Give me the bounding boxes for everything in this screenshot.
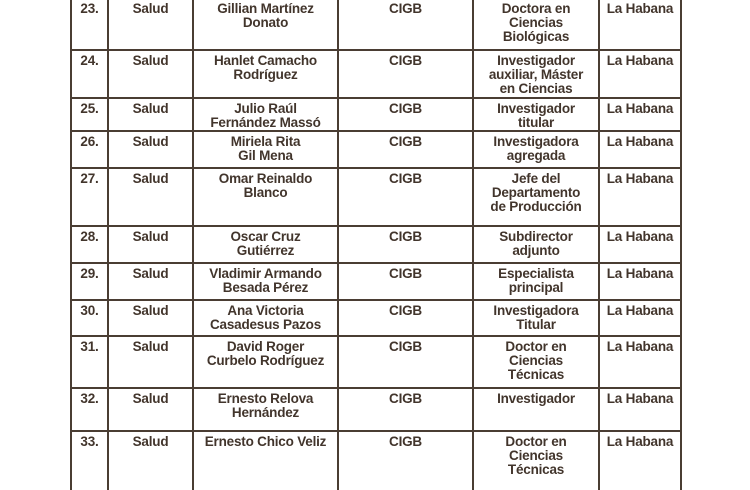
table-row: 25. Salud Julio Raúl Fernández Massó CIG…: [70, 97, 682, 132]
cell-sector: Salud: [107, 49, 194, 99]
table-row: 31. Salud David Roger Curbelo Rodríguez …: [70, 335, 682, 389]
table-row: 29. Salud Vladimir Armando Besada Pérez …: [70, 262, 682, 301]
cell-location: La Habana: [598, 430, 682, 490]
cell-institution: CIGB: [337, 130, 474, 169]
cell-position: Subdirector adjunto: [472, 225, 600, 264]
cell-location: La Habana: [598, 0, 682, 51]
cell-location: La Habana: [598, 335, 682, 389]
cell-sector: Salud: [107, 335, 194, 389]
cell-institution: CIGB: [337, 262, 474, 301]
cell-number: 31.: [70, 335, 109, 389]
cell-position: Investigador: [472, 387, 600, 432]
cell-name: David Roger Curbelo Rodríguez: [192, 335, 339, 389]
table-row: 28. Salud Oscar Cruz Gutiérrez CIGB Subd…: [70, 225, 682, 264]
cell-sector: Salud: [107, 387, 194, 432]
cell-number: 25.: [70, 97, 109, 132]
cell-number: 28.: [70, 225, 109, 264]
cell-institution: CIGB: [337, 0, 474, 51]
cell-number: 30.: [70, 299, 109, 337]
cell-institution: CIGB: [337, 167, 474, 227]
cell-institution: CIGB: [337, 299, 474, 337]
cell-sector: Salud: [107, 130, 194, 169]
cell-name: Miriela Rita Gil Mena: [192, 130, 339, 169]
table-row: 32. Salud Ernesto Relova Hernández CIGB …: [70, 387, 682, 432]
cell-position: Especialista principal: [472, 262, 600, 301]
cell-location: La Habana: [598, 387, 682, 432]
cell-number: 27.: [70, 167, 109, 227]
cell-location: La Habana: [598, 262, 682, 301]
cell-position: Investigador auxiliar, Máster en Ciencia…: [472, 49, 600, 99]
cell-location: La Habana: [598, 225, 682, 264]
cell-name: Vladimir Armando Besada Pérez: [192, 262, 339, 301]
cell-location: La Habana: [598, 299, 682, 337]
cell-number: 33.: [70, 430, 109, 490]
cell-institution: CIGB: [337, 225, 474, 264]
cell-number: 26.: [70, 130, 109, 169]
cell-institution: CIGB: [337, 387, 474, 432]
cell-position: Jefe del Departamento de Producción: [472, 167, 600, 227]
cell-sector: Salud: [107, 430, 194, 490]
cell-position: Investigadora Titular: [472, 299, 600, 337]
cell-position: Investigador titular: [472, 97, 600, 132]
cell-location: La Habana: [598, 167, 682, 227]
cell-number: 23.: [70, 0, 109, 51]
table-row: 27. Salud Omar Reinaldo Blanco CIGB Jefe…: [70, 167, 682, 227]
cell-location: La Habana: [598, 49, 682, 99]
cell-institution: CIGB: [337, 335, 474, 389]
cell-sector: Salud: [107, 0, 194, 51]
cell-position: Investigadora agregada: [472, 130, 600, 169]
cell-sector: Salud: [107, 225, 194, 264]
cell-name: Julio Raúl Fernández Massó: [192, 97, 339, 132]
cell-sector: Salud: [107, 262, 194, 301]
cell-institution: CIGB: [337, 49, 474, 99]
table-row: 23. Salud Gillian Martínez Donato CIGB D…: [70, 0, 682, 51]
cell-sector: Salud: [107, 167, 194, 227]
table-row: 26. Salud Miriela Rita Gil Mena CIGB Inv…: [70, 130, 682, 169]
cell-number: 24.: [70, 49, 109, 99]
cell-location: La Habana: [598, 97, 682, 132]
cell-name: Ernesto Relova Hernández: [192, 387, 339, 432]
cell-position: Doctor en Ciencias Técnicas: [472, 430, 600, 490]
cell-position: Doctora en Ciencias Biológicas: [472, 0, 600, 51]
table-row: 24. Salud Hanlet Camacho Rodríguez CIGB …: [70, 49, 682, 99]
table-row: 30. Salud Ana Victoria Casadesus Pazos C…: [70, 299, 682, 337]
cell-sector: Salud: [107, 299, 194, 337]
people-table: 23. Salud Gillian Martínez Donato CIGB D…: [70, 0, 682, 490]
table-row: 33. Salud Ernesto Chico Veliz CIGB Docto…: [70, 430, 682, 490]
cell-institution: CIGB: [337, 430, 474, 490]
cell-name: Omar Reinaldo Blanco: [192, 167, 339, 227]
cell-name: Hanlet Camacho Rodríguez: [192, 49, 339, 99]
cell-institution: CIGB: [337, 97, 474, 132]
cell-number: 29.: [70, 262, 109, 301]
cell-number: 32.: [70, 387, 109, 432]
cell-location: La Habana: [598, 130, 682, 169]
cell-name: Ana Victoria Casadesus Pazos: [192, 299, 339, 337]
cell-name: Ernesto Chico Veliz: [192, 430, 339, 490]
people-table-body: 23. Salud Gillian Martínez Donato CIGB D…: [70, 0, 682, 490]
cell-name: Gillian Martínez Donato: [192, 0, 339, 51]
cell-sector: Salud: [107, 97, 194, 132]
cell-position: Doctor en Ciencias Técnicas: [472, 335, 600, 389]
cell-name: Oscar Cruz Gutiérrez: [192, 225, 339, 264]
